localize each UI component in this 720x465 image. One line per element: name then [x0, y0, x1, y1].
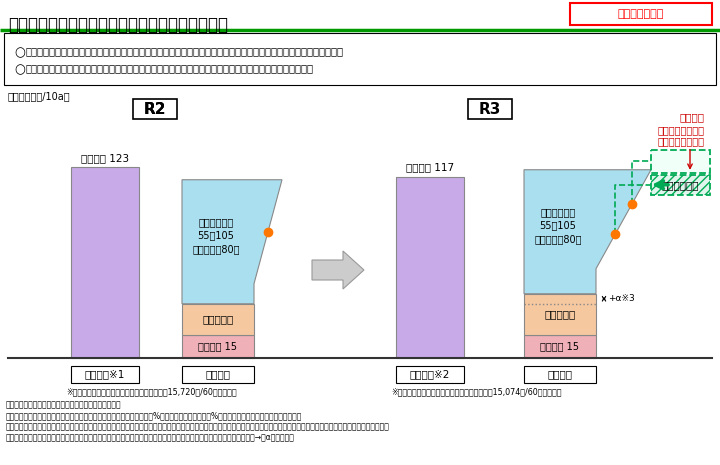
Text: 主食用米※2: 主食用米※2 [410, 370, 450, 379]
Text: 国による追加的な: 国による追加的な [658, 125, 705, 135]
Bar [71, 167, 139, 358]
Bar [182, 335, 254, 358]
Text: 産地交付金: 産地交付金 [202, 314, 233, 324]
Text: 支援（県と同額）: 支援（県と同額） [658, 136, 705, 146]
FancyBboxPatch shape [396, 366, 464, 383]
Bar [182, 304, 254, 335]
Text: 販売収入 117: 販売収入 117 [406, 163, 454, 173]
Text: 戦略作物助成
55～105
（標準単価80）: 戦略作物助成 55～105 （標準単価80） [534, 207, 582, 244]
Bar [396, 177, 464, 358]
Text: （単位：千円/10a）: （単位：千円/10a） [8, 91, 71, 101]
Text: 主食用米※1: 主食用米※1 [85, 370, 125, 379]
Text: 販売収入 123: 販売収入 123 [81, 153, 129, 163]
Text: 都道府県が転換拡大に取り組む生産者を独自に支援する場合に、拡大面積に応じて国が追加的に支援する措置を創設。: 都道府県が転換拡大に取り組む生産者を独自に支援する場合に、拡大面積に応じて国が追… [26, 46, 344, 56]
FancyBboxPatch shape [570, 3, 712, 25]
Text: 飼料用米: 飼料用米 [547, 370, 572, 379]
Text: ○: ○ [14, 63, 25, 76]
Text: R2: R2 [144, 102, 166, 117]
Text: 県による支援: 県による支援 [662, 180, 699, 190]
Text: これにより、飼料用米への転換を推進する都道府県では、主食用米よりも飼料用米に取り組む魅力が向上。: これにより、飼料用米への転換を推進する都道府県では、主食用米よりも飼料用米に取り… [26, 63, 314, 73]
Text: ○: ○ [14, 46, 25, 59]
Bar [524, 294, 596, 335]
Text: 令和３年産の飼料用米への支援体系（イメージ）: 令和３年産の飼料用米への支援体系（イメージ） [8, 16, 228, 34]
Text: 注２：収量については平年収量を用い、流通・保管料費として品代の５%、手数料として品代の３%を控除して算出（ＪＡ等への聞き取り）: 注２：収量については平年収量を用い、流通・保管料費として品代の５%、手数料として… [6, 411, 302, 420]
Polygon shape [524, 170, 651, 294]
Text: 【新設】: 【新設】 [680, 112, 705, 122]
FancyBboxPatch shape [468, 99, 512, 119]
Text: ※１：令和元年度相対取引価格（全銘柄平均：15,720円/60㎏）で算出: ※１：令和元年度相対取引価格（全銘柄平均：15,720円/60㎏）で算出 [66, 387, 237, 396]
FancyBboxPatch shape [4, 33, 716, 85]
Text: 注１：主食用米については販売促進経費を控除して算出: 注１：主食用米については販売促進経費を控除して算出 [6, 400, 122, 409]
Bar [651, 175, 710, 195]
Polygon shape [312, 251, 364, 289]
Text: 販売収入 15: 販売収入 15 [199, 341, 238, 352]
Text: 飼料用米: 飼料用米 [205, 370, 230, 379]
Text: 戦略作物助成
55～105
（標準単価80）: 戦略作物助成 55～105 （標準単価80） [192, 217, 240, 254]
Text: 注３：産地交付金による支援単価は都道府県・地域により異なる。新市場開拓用米（輸出用米等）、加工用米、麦・大豆、高収益作物（野菜等）については、特別対象（Ｒ２補正: 注３：産地交付金による支援単価は都道府県・地域により異なる。新市場開拓用米（輸出… [6, 422, 390, 431]
FancyBboxPatch shape [182, 366, 254, 383]
Text: ※２：令和２年度相対取引価格（全銘柄平均：15,074円/60㎏）で算出: ※２：令和２年度相対取引価格（全銘柄平均：15,074円/60㎏）で算出 [391, 387, 562, 396]
Text: R2: R2 [144, 101, 166, 117]
Text: R3: R3 [479, 101, 501, 117]
Polygon shape [182, 180, 282, 304]
Bar [651, 150, 710, 173]
Text: に取り組むことにより、地域の判断で当初予算の産地交付金を飼料用米への支援に重点的に仕向けることも可能（→＋α）となる。: に取り組むことにより、地域の判断で当初予算の産地交付金を飼料用米への支援に重点的… [6, 433, 295, 442]
FancyBboxPatch shape [133, 99, 177, 119]
Bar [524, 335, 596, 358]
Text: 販売収入 15: 販売収入 15 [541, 341, 580, 352]
Text: 財務省と調整中: 財務省と調整中 [618, 9, 664, 19]
Text: +α※3: +α※3 [608, 294, 635, 303]
Text: 産地交付金: 産地交付金 [544, 309, 575, 319]
FancyBboxPatch shape [71, 366, 139, 383]
FancyBboxPatch shape [524, 366, 596, 383]
